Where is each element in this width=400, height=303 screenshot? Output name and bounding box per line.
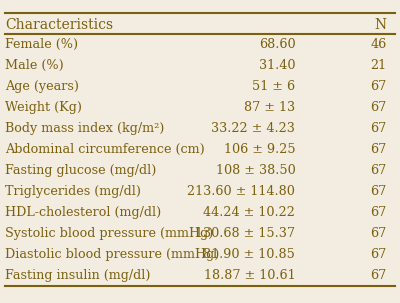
Text: 31.40: 31.40	[259, 59, 295, 72]
Text: N: N	[374, 18, 387, 32]
Text: Male (%): Male (%)	[5, 59, 64, 72]
Text: 21: 21	[370, 59, 387, 72]
Text: 18.87 ± 10.61: 18.87 ± 10.61	[204, 269, 295, 282]
Text: 67: 67	[370, 102, 387, 114]
Text: Characteristics: Characteristics	[5, 18, 114, 32]
Text: Female (%): Female (%)	[5, 38, 78, 52]
Text: 67: 67	[370, 227, 387, 240]
Text: 46: 46	[370, 38, 387, 52]
Text: Fasting insulin (mg/dl): Fasting insulin (mg/dl)	[5, 269, 151, 282]
Text: Systolic blood pressure (mmHg): Systolic blood pressure (mmHg)	[5, 227, 214, 240]
Text: 67: 67	[370, 248, 387, 261]
Text: Fasting glucose (mg/dl): Fasting glucose (mg/dl)	[5, 164, 157, 177]
Text: Weight (Kg): Weight (Kg)	[5, 102, 82, 114]
Text: 108 ± 38.50: 108 ± 38.50	[216, 164, 295, 177]
Text: 67: 67	[370, 143, 387, 156]
Text: 67: 67	[370, 122, 387, 135]
Text: 130.68 ± 15.37: 130.68 ± 15.37	[195, 227, 295, 240]
Text: 68.60: 68.60	[259, 38, 295, 52]
Text: 67: 67	[370, 206, 387, 219]
Text: 67: 67	[370, 269, 387, 282]
Text: Age (years): Age (years)	[5, 80, 79, 93]
Text: 33.22 ± 4.23: 33.22 ± 4.23	[212, 122, 295, 135]
Text: 67: 67	[370, 185, 387, 198]
Text: HDL-cholesterol (mg/dl): HDL-cholesterol (mg/dl)	[5, 206, 162, 219]
Text: Abdominal circumference (cm): Abdominal circumference (cm)	[5, 143, 205, 156]
Text: 44.24 ± 10.22: 44.24 ± 10.22	[204, 206, 295, 219]
Text: 67: 67	[370, 164, 387, 177]
Text: Body mass index (kg/m²): Body mass index (kg/m²)	[5, 122, 165, 135]
Text: 81.90 ± 10.85: 81.90 ± 10.85	[204, 248, 295, 261]
Text: 106 ± 9.25: 106 ± 9.25	[224, 143, 295, 156]
Text: 67: 67	[370, 80, 387, 93]
Text: 51 ± 6: 51 ± 6	[252, 80, 295, 93]
Text: 87 ± 13: 87 ± 13	[244, 102, 295, 114]
Text: Diastolic blood pressure (mmHg): Diastolic blood pressure (mmHg)	[5, 248, 220, 261]
Text: 213.60 ± 114.80: 213.60 ± 114.80	[188, 185, 295, 198]
Text: Triglycerides (mg/dl): Triglycerides (mg/dl)	[5, 185, 141, 198]
